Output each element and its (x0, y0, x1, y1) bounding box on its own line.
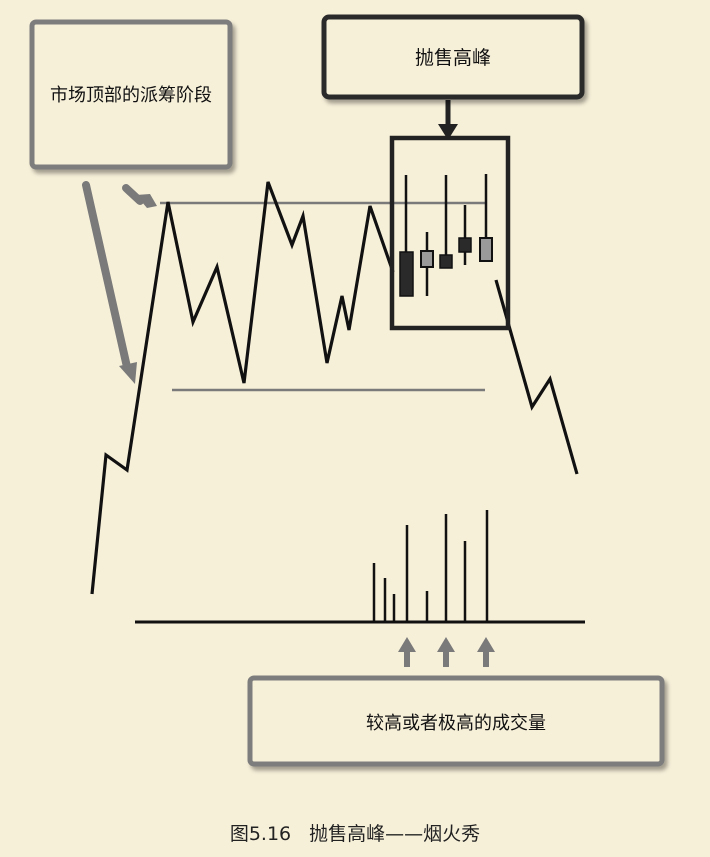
arrow-up-icon (437, 637, 455, 667)
candle (479, 174, 493, 262)
volume-arrows (398, 637, 495, 667)
candle (458, 205, 472, 265)
price-line-after-climax (494, 279, 579, 475)
selling-climax-arrow (438, 100, 458, 140)
figure-caption: 图5.16 抛售高峰——烟火秀 (0, 815, 710, 849)
arrow-up-icon (398, 637, 416, 667)
climax-highlight-frame (389, 135, 511, 331)
arrow-down-icon (438, 124, 458, 140)
candle (439, 175, 453, 269)
figure-title: 抛售高峰——烟火秀 (309, 822, 481, 845)
volume-label-box: 较高或者极高的成交量 (247, 675, 665, 767)
selling-climax-label: 抛售高峰 (415, 47, 491, 69)
distribution-arrows (82, 181, 157, 384)
distribution-label: 市场顶部的派筹阶段 (50, 85, 212, 106)
candle (420, 232, 434, 296)
arrow-down-icon (119, 362, 137, 384)
volume-label: 较高或者极高的成交量 (366, 713, 546, 734)
arrow-right-icon (136, 194, 157, 208)
candle (399, 175, 414, 297)
arrow-up-icon (477, 637, 495, 667)
distribution-label-box: 市场顶部的派筹阶段 (29, 19, 233, 170)
figure-number: 图5.16 (229, 822, 292, 845)
volume-bars (372, 510, 489, 622)
candlestick-group (399, 174, 493, 297)
price-line (90, 181, 395, 595)
selling-climax-label-box: 抛售高峰 (321, 14, 585, 100)
